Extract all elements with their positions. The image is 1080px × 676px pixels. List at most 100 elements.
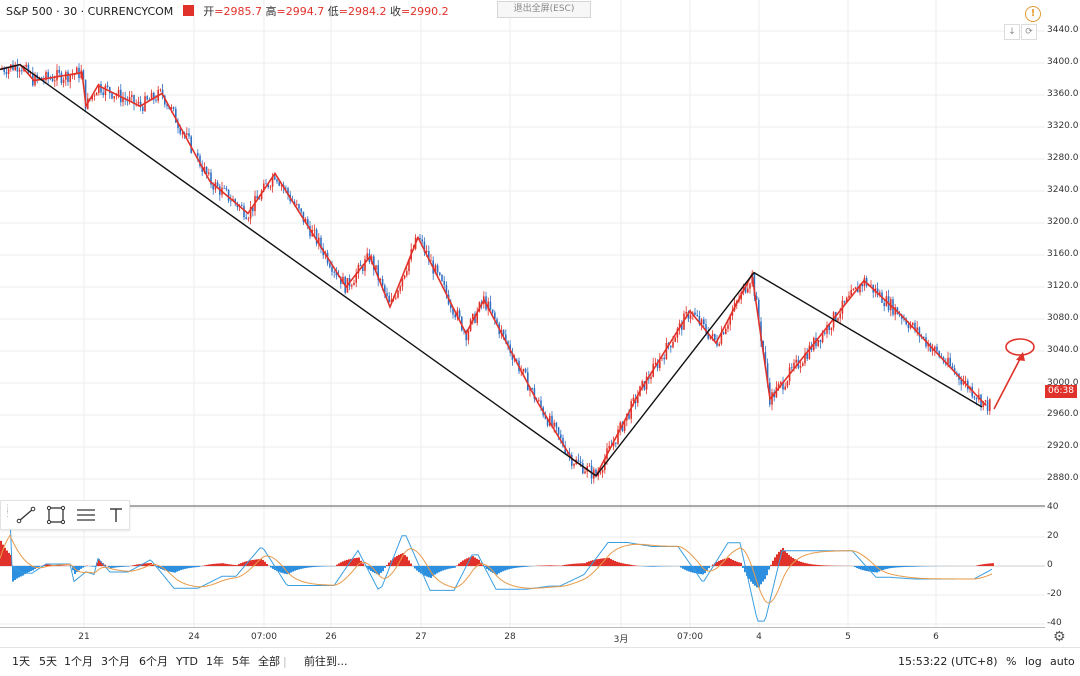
range-button-3[interactable]: 3个月 [101,648,130,676]
histogram-bar [168,566,170,572]
histogram-bar [444,566,446,570]
range-button-6[interactable]: 1年 [206,648,224,676]
scroll-down-icon[interactable]: ↓ [1004,24,1020,40]
histogram-bar [528,566,530,567]
range-button-2[interactable]: 1个月 [64,648,93,676]
range-button-5[interactable]: YTD [176,648,198,676]
histogram-bar [976,565,978,566]
histogram-bar [498,566,500,573]
histogram-bar [116,566,118,567]
histogram-bar [728,558,730,566]
histogram-bar [208,565,210,566]
range-button-1[interactable]: 5天 [39,648,57,676]
histogram-bar [384,566,386,568]
histogram-bar [450,566,452,568]
target-ellipse[interactable] [1006,339,1034,355]
price-chart[interactable] [0,0,1045,627]
fib-levels-tool-icon[interactable] [75,505,97,525]
candle-body [131,95,133,97]
histogram-bar [904,566,906,567]
histogram-bar [736,562,738,566]
histogram-bar [808,564,810,566]
indicator-axis-label: 0 [1047,560,1053,570]
exit-fullscreen-button[interactable]: 退出全屏(ESC) [497,1,591,18]
range-button-0[interactable]: 1天 [12,648,30,676]
histogram-bar [512,566,514,568]
candle-body [217,182,219,186]
candle-body [916,327,918,330]
price-axis-label: 3080.0 [1047,313,1079,323]
low-label: 低 [328,5,339,18]
histogram-bar [380,566,382,573]
candle-body [714,334,716,340]
range-button-8[interactable]: 全部 [258,648,280,676]
histogram-bar [732,560,734,566]
goto-date-button[interactable]: 前往到... [304,648,348,676]
histogram-bar [410,564,412,566]
range-button-4[interactable]: 6个月 [139,648,168,676]
histogram-bar [914,566,916,567]
trend-line-tool-icon[interactable] [15,505,37,525]
auto-scale-button[interactable]: auto [1050,648,1075,676]
candle-body [3,69,5,72]
histogram-bar [416,566,418,570]
range-button-7[interactable]: 5年 [232,648,250,676]
candle-body [615,442,617,443]
histogram-bar [180,566,182,570]
histogram-bar [628,564,630,566]
candle-body [674,338,676,342]
histogram-bar [342,561,344,566]
text-tool-icon[interactable] [105,505,127,525]
price-axis-label: 3200.0 [1047,217,1079,227]
histogram-bar [226,564,228,566]
histogram-bar [800,562,802,566]
gear-icon[interactable]: ⚙ [1053,629,1066,645]
candle-body [459,310,461,316]
histogram-bar [814,565,816,566]
alert-icon[interactable]: ! [1025,6,1041,22]
percent-scale-button[interactable]: % [1006,648,1016,676]
histogram-bar [572,564,574,566]
candle-body [188,133,190,136]
rectangle-tool-icon[interactable] [45,505,67,525]
log-scale-button[interactable]: log [1025,648,1042,676]
histogram-bar [294,566,296,571]
histogram-bar [614,561,616,566]
candle-body [848,296,850,298]
candle-body [241,205,243,206]
candle-body [600,473,602,474]
candle-body [663,358,665,360]
candle-body [725,329,727,334]
symbol-title[interactable]: S&P 500 · 30 · CURRENCYCOM [6,5,173,18]
histogram-bar [568,564,570,566]
histogram-bar [136,564,138,566]
refresh-icon[interactable]: ⟳ [1021,24,1037,40]
candle-body [747,289,749,293]
histogram-bar [524,566,526,567]
clock-display[interactable]: 15:53:22 (UTC+8) [898,648,998,676]
time-axis-label: 07:00 [677,632,703,642]
drag-handle-icon[interactable]: ⋮⋮ [3,507,9,523]
trend-line[interactable] [0,65,982,476]
histogram-bar [296,566,298,570]
histogram-bar [654,566,656,567]
histogram-bar [460,562,462,566]
histogram-bar [892,566,894,568]
candle-body [454,315,456,318]
candle-body [100,84,102,93]
zigzag-line[interactable] [0,65,986,476]
histogram-bar [730,559,732,566]
histogram-bar [608,558,610,566]
candle-body [908,324,910,328]
visibility-icon[interactable] [183,5,194,16]
histogram-bar [626,564,628,566]
candle-body [274,176,276,179]
histogram-bar [454,566,456,568]
histogram-bar [252,560,254,566]
candle-body [820,340,822,342]
candle-body [655,363,657,364]
candle-body [397,291,399,298]
time-axis-label: 26 [325,632,336,642]
histogram-bar [120,566,122,567]
